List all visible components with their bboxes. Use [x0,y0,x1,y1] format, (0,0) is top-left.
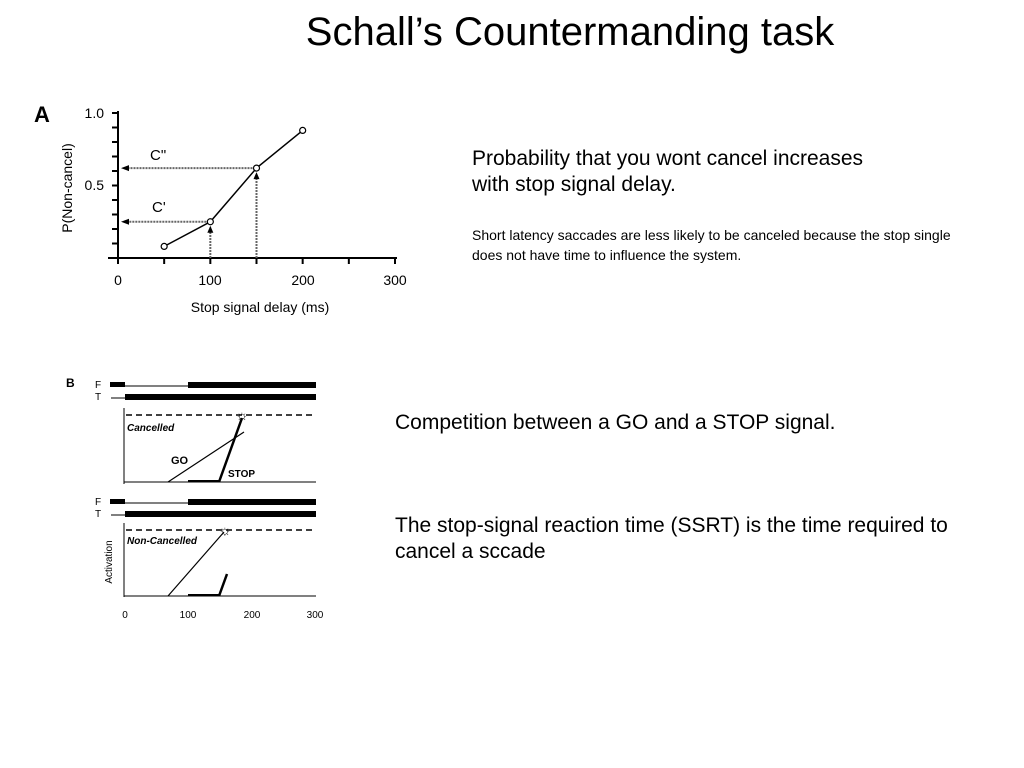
x-tick-100: 100 [198,272,222,288]
x-tick-0: 0 [122,610,128,621]
fixation-bar [110,382,125,387]
row-t-label: T [95,509,101,520]
top-panel: F T Cancelled ☼ GO STOP [95,380,316,484]
y-tick-05: 0.5 [85,177,105,193]
x-tick-200: 200 [291,272,315,288]
x-axis-label: Stop signal delay (ms) [191,299,330,315]
y-tick-1: 1.0 [85,105,105,121]
go-signal-line [167,431,245,483]
row-f-label: F [95,497,101,508]
row-f-label: F [95,380,101,391]
star-icon: ☼ [236,407,249,423]
stop-signal-line [217,417,244,483]
x-tick-0: 0 [114,272,122,288]
fixation-bar-on [188,382,316,388]
target-bar [125,394,316,400]
non-cancelled-label: Non-Cancelled [127,536,198,547]
slide-title: Schall’s Countermanding task [305,10,835,54]
x-tick-100: 100 [180,610,197,621]
competition-text: Competition between a GO and a STOP sign… [395,411,836,434]
cancelled-label: Cancelled [127,423,175,434]
stop-label: STOP [228,469,255,480]
data-point [252,164,261,172]
data-point [206,218,214,226]
probability-text: Probability that you wont cancel increas… [472,147,864,196]
annotation-c-single: C' [152,199,166,216]
ssrt-text: The stop-signal reaction time (SSRT) is … [395,514,948,563]
x-tick-300: 300 [307,610,324,621]
data-point [160,242,168,250]
x-tick-200: 200 [244,610,261,621]
go-label: GO [171,455,189,467]
y-axis-label: P(Non-cancel) [59,143,75,232]
annotation-c-double: C" [150,147,166,164]
data-point [299,126,307,134]
x-tick-300: 300 [383,272,407,288]
bottom-panel: F T Non-Cancelled Activation ☼ 0 100 200… [95,497,324,621]
panel-a-label: A [34,102,50,127]
row-t-label: T [95,392,101,403]
data-line [163,129,304,248]
panel-b-label: B [66,376,75,390]
activation-label: Activation [104,540,115,583]
star-icon: ☼ [219,522,232,538]
short-latency-text: Short latency saccades are less likely t… [472,227,951,263]
stop-signal-line [217,573,229,597]
go-signal-line [167,531,225,597]
